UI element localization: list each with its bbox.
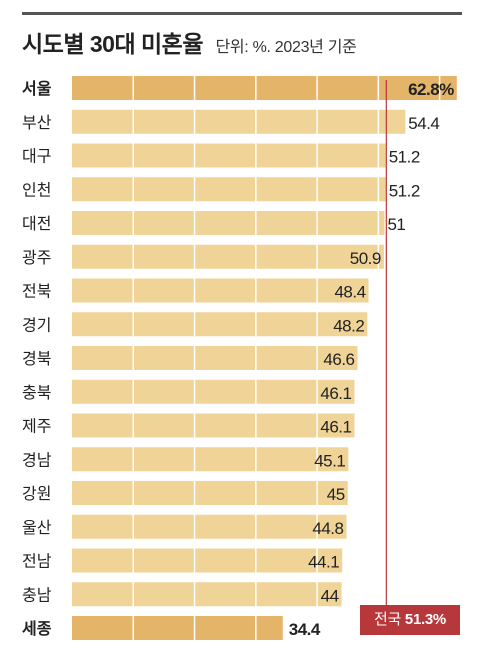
bar-경북 <box>72 346 358 370</box>
bar-경남 <box>72 447 349 472</box>
category-label: 전북 <box>22 283 51 301</box>
category-label: 울산 <box>22 519 52 537</box>
category-label: 경남 <box>22 451 52 469</box>
bar-전남 <box>72 548 343 573</box>
category-label: 강원 <box>22 485 51 503</box>
value-label: 44.8 <box>312 519 343 538</box>
value-label: 46.1 <box>320 418 351 437</box>
value-label: 50.9 <box>350 249 381 268</box>
national-average-label: 전국 <box>374 611 402 628</box>
bar-대구 <box>72 143 386 168</box>
value-label: 48.2 <box>333 316 364 335</box>
category-label: 제주 <box>22 418 51 436</box>
bar-충남 <box>72 582 342 607</box>
bar-울산 <box>72 514 347 539</box>
chart-header: 시도별 30대 미혼율 단위: %. 2023년 기준 <box>22 25 357 59</box>
gridlines <box>132 74 441 642</box>
bar-부산 <box>72 109 406 134</box>
category-label: 충북 <box>22 384 51 402</box>
bar-제주 <box>72 413 355 438</box>
value-label: 51.2 <box>389 181 420 200</box>
value-label: 46.6 <box>323 350 354 369</box>
bar-경기 <box>72 312 368 337</box>
value-label: 44.1 <box>308 553 339 572</box>
category-label: 경북 <box>22 350 51 368</box>
category-label: 세종 <box>22 620 52 638</box>
bar-충북 <box>72 379 355 404</box>
bar-전북 <box>72 278 369 303</box>
national-average-badge: 전국 51.3% <box>360 605 460 635</box>
bar-광주 <box>72 244 384 269</box>
category-label: 광주 <box>22 249 51 267</box>
bar-서울 <box>72 76 457 100</box>
bar-인천 <box>72 177 386 202</box>
category-label: 충남 <box>22 586 52 604</box>
value-label: 46.1 <box>320 384 351 403</box>
chart-title: 시도별 30대 미혼율 <box>22 31 203 57</box>
bars <box>72 76 457 640</box>
value-label: 34.4 <box>289 620 321 639</box>
national-average-value: 51.3% <box>404 611 446 628</box>
value-label: 51 <box>387 215 405 234</box>
category-label: 서울 <box>22 80 52 98</box>
bar-강원 <box>72 481 348 505</box>
category-label: 부산 <box>22 114 52 132</box>
category-label: 대구 <box>22 148 51 166</box>
value-label: 62.8% <box>408 80 454 99</box>
category-label: 대전 <box>22 215 51 233</box>
value-label: 48.4 <box>334 283 365 302</box>
chart-subtitle: 단위: %. 2023년 기준 <box>215 39 357 56</box>
category-label: 전남 <box>22 553 52 571</box>
category-label: 인천 <box>22 181 51 199</box>
value-label: 54.4 <box>408 114 439 133</box>
value-label: 44 <box>321 586 339 605</box>
category-label: 경기 <box>22 316 51 334</box>
bar-세종 <box>72 616 283 640</box>
value-label: 45.1 <box>314 451 345 470</box>
labels: 서울 62.8% 부산 54.4 대구 51.2 인천 51.2 대전 51 광주 50.9 전북 48.… <box>22 80 455 639</box>
value-label: 45 <box>327 485 345 504</box>
top-rule <box>22 12 462 15</box>
bar-대전 <box>72 211 385 235</box>
value-label: 51.2 <box>389 148 420 167</box>
